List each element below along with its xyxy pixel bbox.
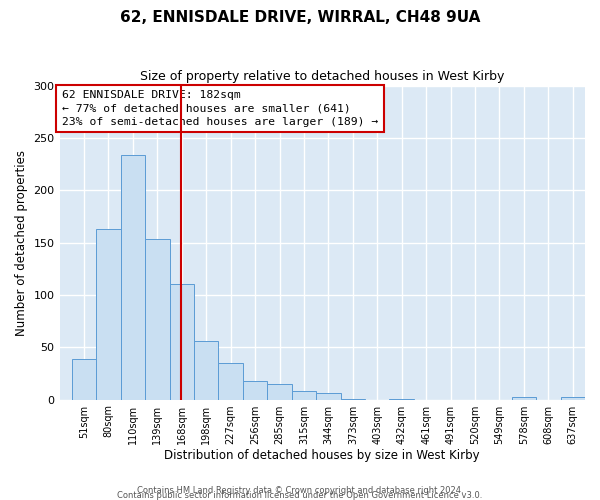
Bar xyxy=(292,391,316,400)
Bar xyxy=(121,154,145,400)
Bar xyxy=(316,394,341,400)
Text: 62, ENNISDALE DRIVE, WIRRAL, CH48 9UA: 62, ENNISDALE DRIVE, WIRRAL, CH48 9UA xyxy=(120,10,480,25)
Bar xyxy=(243,380,267,400)
Text: 62 ENNISDALE DRIVE: 182sqm
← 77% of detached houses are smaller (641)
23% of sem: 62 ENNISDALE DRIVE: 182sqm ← 77% of deta… xyxy=(62,90,379,126)
Bar xyxy=(218,363,243,400)
Bar xyxy=(72,359,96,400)
Bar xyxy=(96,229,121,400)
Bar xyxy=(170,284,194,400)
Text: Contains public sector information licensed under the Open Government Licence v3: Contains public sector information licen… xyxy=(118,491,482,500)
Bar xyxy=(512,398,536,400)
Bar xyxy=(267,384,292,400)
Bar xyxy=(560,398,585,400)
Bar xyxy=(194,341,218,400)
Bar xyxy=(145,240,170,400)
Title: Size of property relative to detached houses in West Kirby: Size of property relative to detached ho… xyxy=(140,70,505,83)
X-axis label: Distribution of detached houses by size in West Kirby: Distribution of detached houses by size … xyxy=(164,450,480,462)
Text: Contains HM Land Registry data © Crown copyright and database right 2024.: Contains HM Land Registry data © Crown c… xyxy=(137,486,463,495)
Bar xyxy=(341,398,365,400)
Bar xyxy=(389,398,414,400)
Y-axis label: Number of detached properties: Number of detached properties xyxy=(15,150,28,336)
